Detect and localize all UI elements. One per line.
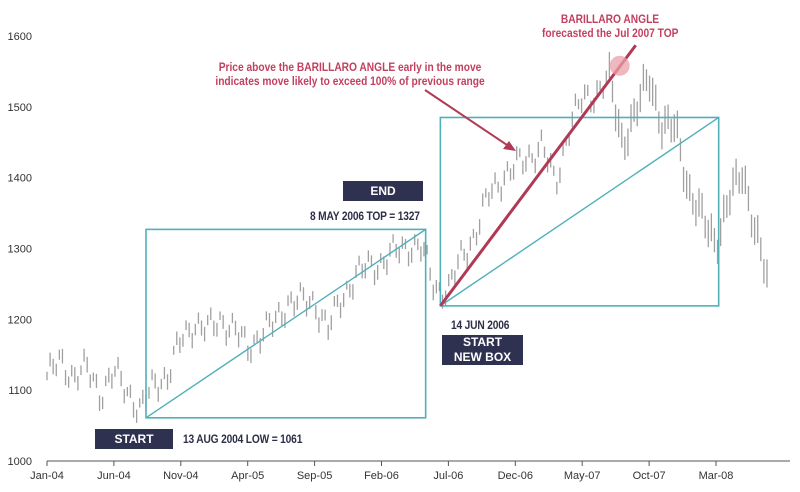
- start-new-box-label: START NEW BOX: [442, 335, 523, 365]
- price-note-line2: indicates move likely to exceed 100% of …: [215, 74, 485, 88]
- top-marker: [609, 55, 630, 76]
- box-1: [145, 228, 427, 419]
- end-note: 8 MAY 2006 TOP = 1327: [310, 209, 420, 223]
- box-2-diagonal: [439, 116, 720, 307]
- end-label: END: [343, 181, 423, 201]
- x-tick-label: Oct-07: [633, 470, 666, 482]
- x-tick-label: May-07: [564, 470, 601, 482]
- price-bars: [46, 51, 768, 423]
- x-tick-label: Feb-06: [364, 470, 399, 482]
- arrow-head-icon: [503, 141, 516, 151]
- start-note: 13 AUG 2004 LOW = 1061: [183, 432, 303, 446]
- angle-title: BARILLARO ANGLE: [560, 12, 660, 26]
- x-tick-label: Mar-08: [699, 470, 734, 482]
- x-tick-label: Jun-04: [97, 470, 131, 482]
- box-1-diagonal: [145, 228, 427, 419]
- x-tick-label: Dec-06: [498, 470, 533, 482]
- y-tick-label: 1500: [8, 102, 32, 114]
- y-tick-label: 1100: [8, 385, 32, 397]
- barillaro-angle-line: [439, 44, 637, 307]
- y-tick-label: 1600: [8, 31, 32, 43]
- price-annotation: Price above the BARILLARO ANGLE early in…: [197, 60, 503, 88]
- y-tick-label: 1000: [8, 456, 32, 468]
- box-2: [439, 116, 720, 307]
- start-label: START: [95, 429, 173, 449]
- overlays: [145, 44, 720, 419]
- y-tick-label: 1400: [8, 173, 32, 185]
- x-tick-label: Jul-06: [433, 470, 463, 482]
- axes: 1000 1100 1200 1300 1400 1500 1600 Jan-04 Jun-04…: [8, 31, 790, 482]
- price-note-line1: Price above the BARILLARO ANGLE early in…: [218, 60, 482, 74]
- y-tick-label: 1300: [8, 244, 32, 256]
- start-new-box-line2: NEW BOX: [453, 350, 512, 364]
- new-box-date: 14 JUN 2006: [451, 318, 510, 332]
- angle-annotation: BARILLARO ANGLE forecasted the Jul 2007 …: [542, 12, 678, 40]
- x-tick-label: Apr-05: [231, 470, 264, 482]
- y-tick-label: 1200: [8, 314, 32, 326]
- x-tick-label: Jan-04: [30, 470, 64, 482]
- angle-subtitle: forecasted the Jul 2007 TOP: [542, 26, 679, 40]
- annotation-arrow: [424, 89, 511, 148]
- x-tick-label: Nov-04: [163, 470, 198, 482]
- start-new-box-line1: START: [462, 335, 503, 349]
- x-tick-label: Sep-05: [297, 470, 332, 482]
